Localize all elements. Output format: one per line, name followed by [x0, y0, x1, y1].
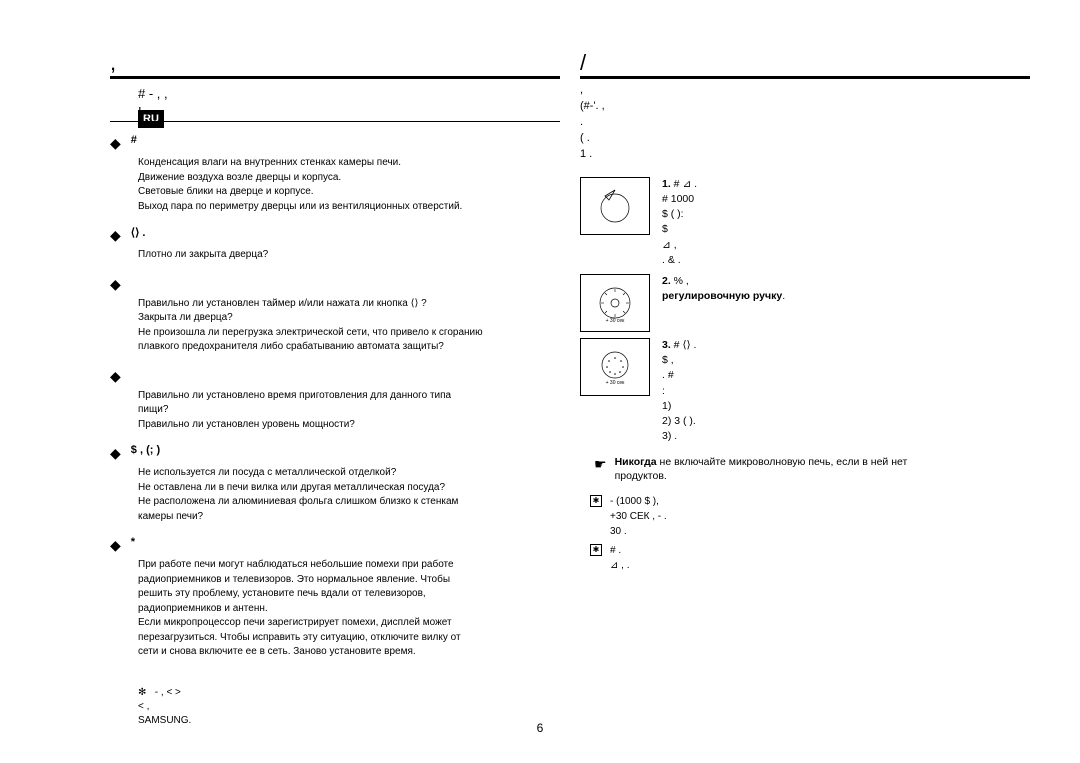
intro-left: # - , , ! .	[110, 83, 560, 122]
right-column: / , (#-'. , . ( . 1	[580, 50, 1030, 728]
footnote-left: ✻ - , < > < , SAMSUNG.	[110, 672, 560, 728]
diamond-icon: ◆	[110, 369, 121, 383]
diamond-icon: ◆	[110, 228, 121, 242]
warning-rest: не включайте микроволновую печь, если в …	[615, 456, 908, 483]
step-row: + 30 сек 2. % ,регулировочную ручку.	[580, 274, 1030, 332]
svg-text:+ 30 сек: + 30 сек	[606, 318, 626, 323]
step-row: 1. # ⊿ . # 1000 $ ( ): $	[580, 177, 1030, 268]
bullet-item: ◆#	[110, 134, 560, 150]
note-row: ✱ - (1000 $ ), +30 СЕК , - . 30	[590, 494, 1030, 539]
section-heading-right: /	[580, 50, 1030, 79]
bullet-item: ◆	[110, 275, 560, 291]
bullet-item: ◆	[110, 367, 560, 383]
bullet-detail: Плотно ли закрыта дверца?	[110, 248, 560, 263]
intro-right: , (#-'. , . ( . 1 .	[580, 83, 1030, 163]
bullet-title: *	[131, 536, 135, 548]
step-text: 2. % ,регулировочную ручку.	[662, 274, 1030, 304]
bullet-detail: При работе печи могут наблюдаться неболь…	[110, 558, 560, 660]
diamond-icon: ◆	[110, 136, 121, 150]
step-row: + 30 сек 3. # ⟨⟩ . $ , . #	[580, 338, 1030, 445]
step-illustration	[580, 177, 650, 235]
pointer-icon: ☛	[594, 455, 607, 475]
bullet-detail: Не используется ли посуда с металлическо…	[110, 466, 560, 524]
section-heading-left: ,	[110, 50, 560, 79]
diamond-icon: ◆	[110, 277, 121, 291]
step-illustration: + 30 сек	[580, 338, 650, 396]
note-icon: ✱	[590, 544, 602, 556]
bullet-title: ⟨⟩ .	[131, 226, 146, 239]
step-illustration: + 30 сек	[580, 274, 650, 332]
note-icon: ✱	[590, 495, 602, 507]
step-text: 1. # ⊿ . # 1000 $ ( ): $	[662, 177, 1030, 268]
bullet-detail: Правильно ли установлен таймер и/или наж…	[110, 297, 560, 355]
page-number: 6	[0, 721, 1080, 735]
left-column: , # - , , ! . ◆#Конденсация влаги на вну…	[110, 50, 560, 728]
bullet-detail: Правильно ли установлено время приготовл…	[110, 389, 560, 433]
heading-left: ,	[110, 50, 118, 78]
diamond-icon: ◆	[110, 446, 121, 460]
warning-bold: Никогда	[615, 456, 657, 468]
note-text: # . ⊿ , .	[610, 543, 630, 573]
bullet-detail: Конденсация влаги на внутренних стенках …	[110, 156, 560, 214]
note-row: ✱ # . ⊿ , .	[590, 543, 1030, 573]
bullet-title: #	[131, 134, 137, 146]
bullet-item: ◆ ⟨⟩ .	[110, 226, 560, 242]
bullet-item: ◆ *	[110, 536, 560, 552]
note-text: - (1000 $ ), +30 СЕК , - . 30	[610, 494, 667, 539]
step-text: 3. # ⟨⟩ . $ , . #	[662, 338, 1030, 445]
warning-text: Никогда не включайте микроволновую печь,…	[615, 455, 908, 484]
diamond-icon: ◆	[110, 538, 121, 552]
bullet-title: $ , (; )	[131, 444, 160, 456]
heading-right: /	[580, 50, 588, 78]
svg-text:+ 30 сек: + 30 сек	[606, 380, 626, 386]
bullet-item: ◆ $ , (; )	[110, 444, 560, 460]
warning-row: ☛ Никогда не включайте микроволновую печ…	[594, 455, 1030, 484]
